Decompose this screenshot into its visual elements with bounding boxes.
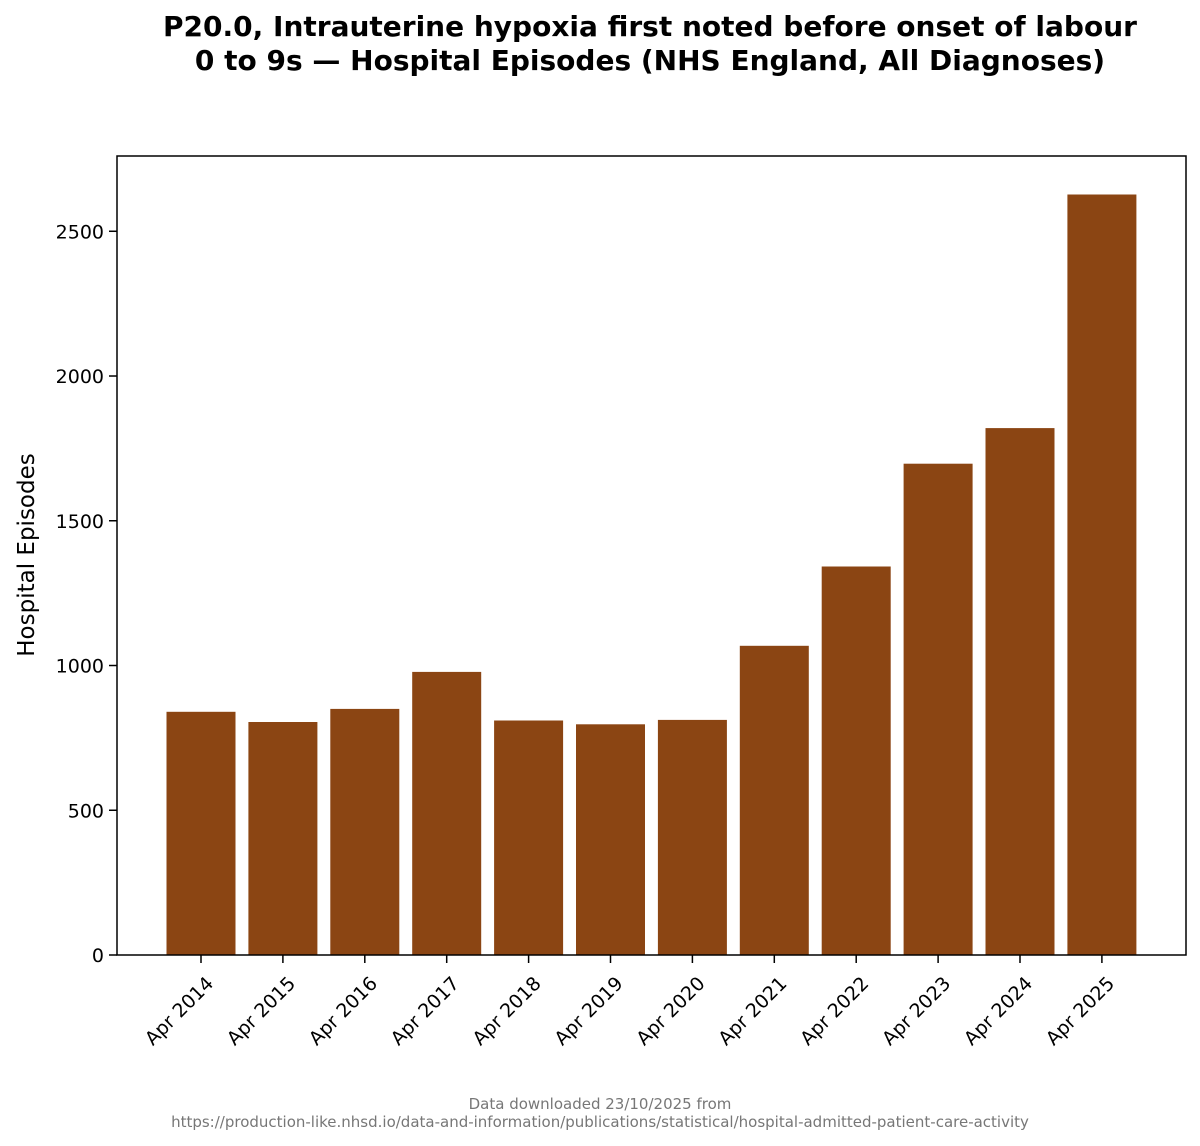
y-tick-label-500: 500 [68,800,104,822]
bar-apr-2019 [576,724,645,955]
y-axis-label: Hospital Episodes [14,453,40,656]
y-tick-label-2500: 2500 [56,221,104,243]
x-tick-label-apr-2017: Apr 2017 [387,973,464,1050]
footer-line-1: Data downloaded 23/10/2025 from [468,1095,732,1113]
y-tick-label-1500: 1500 [56,511,104,533]
x-tick-label-apr-2022: Apr 2022 [796,973,873,1050]
bar-apr-2025 [1067,194,1137,955]
plot-frame [116,155,1187,956]
x-tick-label-apr-2014: Apr 2014 [141,973,218,1050]
chart-title: P20.0, Intrauterine hypoxia first noted … [0,10,1200,78]
y-tick-label-2000: 2000 [56,366,104,388]
x-tick-label-apr-2018: Apr 2018 [468,973,545,1050]
bar-apr-2016 [330,708,400,955]
bar-apr-2021 [739,645,809,955]
bar-apr-2017 [412,671,482,955]
chart-title-line-2: 0 to 9s — Hospital Episodes (NHS England… [194,44,1106,77]
bar-apr-2024 [985,428,1055,956]
x-tick-label-apr-2020: Apr 2020 [632,973,709,1050]
y-axis: 0 500 1000 1500 2000 2500 [56,221,117,967]
x-tick-label-apr-2021: Apr 2021 [714,973,791,1050]
bar-apr-2023 [903,463,973,955]
bar-apr-2018 [494,720,564,955]
x-tick-label-apr-2016: Apr 2016 [305,973,382,1050]
footer-line-2: https://production-like.nhsd.io/data-and… [171,1113,1029,1131]
x-tick-label-apr-2019: Apr 2019 [550,973,627,1050]
bar-apr-2020 [657,719,727,955]
y-tick-label-0: 0 [92,945,104,967]
bars-group [166,194,1137,956]
chart-title-line-1: P20.0, Intrauterine hypoxia first noted … [163,10,1137,43]
x-tick-label-apr-2015: Apr 2015 [223,973,300,1050]
x-axis: Apr 2014 Apr 2015 Apr 2016 Apr 2017 Apr 2018… [141,955,1119,1050]
x-tick-label-apr-2025: Apr 2025 [1042,973,1119,1050]
bar-apr-2014 [166,711,236,955]
data-source-footer: Data downloaded 23/10/2025 from https://… [0,1095,1200,1131]
x-tick-label-apr-2023: Apr 2023 [878,973,955,1050]
bar-apr-2015 [248,722,318,955]
y-tick-label-1000: 1000 [56,656,104,678]
bar-apr-2022 [821,566,891,955]
x-tick-label-apr-2024: Apr 2024 [960,973,1037,1050]
